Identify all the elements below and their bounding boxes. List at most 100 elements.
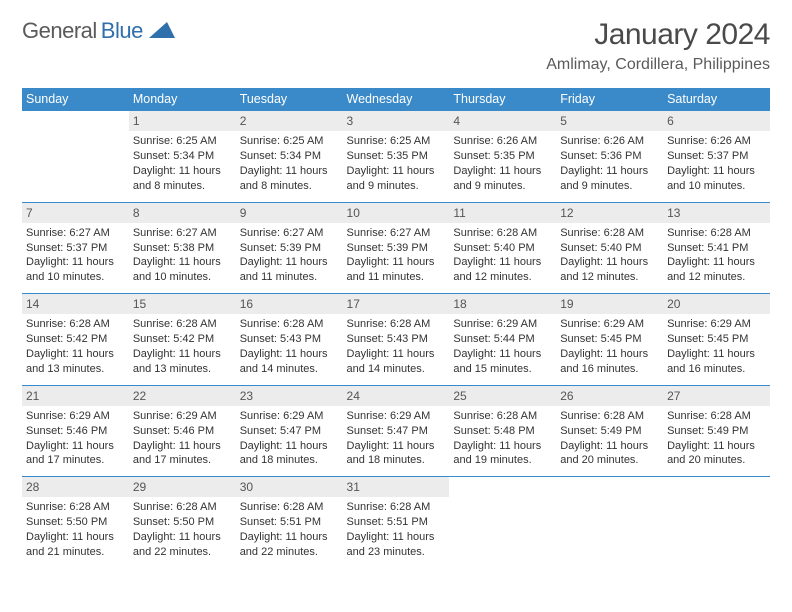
sunrise-line: Sunrise: 6:27 AM [240,226,339,241]
calendar-cell: 15Sunrise: 6:28 AMSunset: 5:42 PMDayligh… [129,294,236,386]
sunset-line: Sunset: 5:35 PM [347,149,446,164]
sunset-line: Sunset: 5:45 PM [667,332,766,347]
day-number: 29 [129,477,236,497]
sunset-line: Sunset: 5:45 PM [560,332,659,347]
col-saturday: Saturday [663,88,770,111]
day-number: 19 [556,294,663,314]
calendar-cell: 11Sunrise: 6:28 AMSunset: 5:40 PMDayligh… [449,202,556,294]
col-tuesday: Tuesday [236,88,343,111]
daylight-line: Daylight: 11 hours [26,439,125,454]
daylight-line: Daylight: 11 hours [453,347,552,362]
daylight-line: and 8 minutes. [240,179,339,194]
daylight-line: and 20 minutes. [560,453,659,468]
sunset-line: Sunset: 5:50 PM [26,515,125,530]
sunset-line: Sunset: 5:46 PM [26,424,125,439]
daylight-line: and 17 minutes. [133,453,232,468]
calendar-cell: 10Sunrise: 6:27 AMSunset: 5:39 PMDayligh… [343,202,450,294]
calendar-week-row: 14Sunrise: 6:28 AMSunset: 5:42 PMDayligh… [22,294,770,386]
calendar-cell: 23Sunrise: 6:29 AMSunset: 5:47 PMDayligh… [236,385,343,477]
daylight-line: Daylight: 11 hours [667,439,766,454]
day-number: 7 [22,203,129,223]
daylight-line: and 19 minutes. [453,453,552,468]
sunrise-line: Sunrise: 6:28 AM [667,409,766,424]
calendar-cell: 24Sunrise: 6:29 AMSunset: 5:47 PMDayligh… [343,385,450,477]
sunset-line: Sunset: 5:51 PM [347,515,446,530]
calendar-cell: 28Sunrise: 6:28 AMSunset: 5:50 PMDayligh… [22,477,129,568]
sunrise-line: Sunrise: 6:26 AM [667,134,766,149]
sunset-line: Sunset: 5:40 PM [560,241,659,256]
daylight-line: and 18 minutes. [347,453,446,468]
sunset-line: Sunset: 5:38 PM [133,241,232,256]
sunrise-line: Sunrise: 6:26 AM [453,134,552,149]
daylight-line: Daylight: 11 hours [347,439,446,454]
day-number: 9 [236,203,343,223]
sunrise-line: Sunrise: 6:29 AM [240,409,339,424]
daylight-line: and 14 minutes. [240,362,339,377]
calendar-cell: 31Sunrise: 6:28 AMSunset: 5:51 PMDayligh… [343,477,450,568]
day-number: 5 [556,111,663,131]
daylight-line: Daylight: 11 hours [240,164,339,179]
daylight-line: and 21 minutes. [26,545,125,560]
daylight-line: Daylight: 11 hours [26,530,125,545]
daylight-line: and 11 minutes. [240,270,339,285]
col-monday: Monday [129,88,236,111]
calendar-week-row: 28Sunrise: 6:28 AMSunset: 5:50 PMDayligh… [22,477,770,568]
sunset-line: Sunset: 5:47 PM [240,424,339,439]
daylight-line: and 9 minutes. [560,179,659,194]
calendar-cell: 4Sunrise: 6:26 AMSunset: 5:35 PMDaylight… [449,111,556,203]
day-header-row: Sunday Monday Tuesday Wednesday Thursday… [22,88,770,111]
sunset-line: Sunset: 5:39 PM [240,241,339,256]
daylight-line: and 20 minutes. [667,453,766,468]
daylight-line: and 12 minutes. [560,270,659,285]
sunset-line: Sunset: 5:47 PM [347,424,446,439]
sunrise-line: Sunrise: 6:27 AM [133,226,232,241]
calendar-cell: 5Sunrise: 6:26 AMSunset: 5:36 PMDaylight… [556,111,663,203]
calendar-cell: 29Sunrise: 6:28 AMSunset: 5:50 PMDayligh… [129,477,236,568]
day-number: 14 [22,294,129,314]
calendar-cell: 20Sunrise: 6:29 AMSunset: 5:45 PMDayligh… [663,294,770,386]
day-number: 24 [343,386,450,406]
sunrise-line: Sunrise: 6:25 AM [347,134,446,149]
sunset-line: Sunset: 5:34 PM [133,149,232,164]
calendar-cell: 26Sunrise: 6:28 AMSunset: 5:49 PMDayligh… [556,385,663,477]
sunrise-line: Sunrise: 6:28 AM [133,500,232,515]
month-title: January 2024 [546,18,770,52]
calendar-cell: 17Sunrise: 6:28 AMSunset: 5:43 PMDayligh… [343,294,450,386]
daylight-line: Daylight: 11 hours [453,439,552,454]
daylight-line: and 22 minutes. [240,545,339,560]
day-number: 31 [343,477,450,497]
sunset-line: Sunset: 5:36 PM [560,149,659,164]
day-number: 1 [129,111,236,131]
daylight-line: Daylight: 11 hours [240,439,339,454]
day-number: 25 [449,386,556,406]
calendar-cell: 6Sunrise: 6:26 AMSunset: 5:37 PMDaylight… [663,111,770,203]
calendar-cell [663,477,770,568]
daylight-line: and 8 minutes. [133,179,232,194]
daylight-line: and 13 minutes. [26,362,125,377]
daylight-line: and 12 minutes. [453,270,552,285]
calendar-week-row: 21Sunrise: 6:29 AMSunset: 5:46 PMDayligh… [22,385,770,477]
sunset-line: Sunset: 5:35 PM [453,149,552,164]
daylight-line: Daylight: 11 hours [453,255,552,270]
sunset-line: Sunset: 5:41 PM [667,241,766,256]
daylight-line: and 14 minutes. [347,362,446,377]
day-number: 20 [663,294,770,314]
sunrise-line: Sunrise: 6:29 AM [667,317,766,332]
daylight-line: Daylight: 11 hours [560,347,659,362]
brand-logo: GeneralBlue [22,18,175,44]
day-number: 3 [343,111,450,131]
daylight-line: Daylight: 11 hours [347,347,446,362]
sunrise-line: Sunrise: 6:28 AM [453,409,552,424]
daylight-line: and 10 minutes. [667,179,766,194]
daylight-line: Daylight: 11 hours [133,255,232,270]
title-block: January 2024 Amlimay, Cordillera, Philip… [546,18,770,74]
sunrise-line: Sunrise: 6:28 AM [560,226,659,241]
daylight-line: Daylight: 11 hours [347,530,446,545]
daylight-line: and 9 minutes. [453,179,552,194]
sunrise-line: Sunrise: 6:29 AM [560,317,659,332]
sunrise-line: Sunrise: 6:29 AM [26,409,125,424]
brand-triangle-icon [149,20,175,43]
daylight-line: and 10 minutes. [133,270,232,285]
daylight-line: Daylight: 11 hours [240,347,339,362]
day-number: 2 [236,111,343,131]
